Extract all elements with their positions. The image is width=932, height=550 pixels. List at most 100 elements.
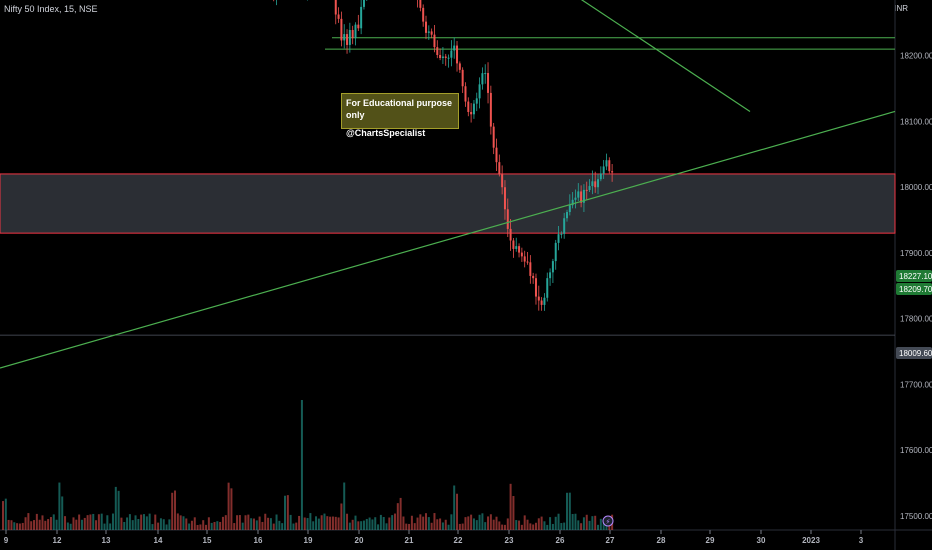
candle-body [503, 187, 506, 210]
volume-bar [221, 516, 224, 530]
volume-bar [402, 516, 405, 530]
candle-body [498, 162, 501, 175]
volume-bar [470, 514, 473, 530]
candle-body [602, 166, 605, 174]
volume-bar [269, 518, 272, 530]
volume-bar [216, 521, 219, 530]
candle-body [515, 246, 518, 249]
volume-bar [563, 522, 566, 530]
candle-body [425, 21, 427, 33]
volume-bar [272, 523, 275, 530]
candle-body [439, 54, 442, 59]
candles [273, 0, 614, 311]
volume-bar [264, 513, 267, 530]
volume-bar [526, 519, 529, 530]
volume-bar [171, 492, 174, 530]
volume-bar [354, 515, 357, 530]
volume-bar [106, 515, 109, 530]
volume-bar [489, 514, 492, 530]
volume-bar [275, 514, 278, 530]
candle-body [348, 30, 351, 45]
y-tick-label: 17800.00 [900, 315, 932, 324]
candle-body [441, 56, 444, 59]
volume-bar [4, 498, 7, 530]
price-tag: 18209.70 [896, 283, 932, 295]
volume-bar [55, 519, 58, 530]
y-tick-label: 18200.00 [900, 52, 932, 61]
candle-body [509, 228, 512, 241]
candle-body [433, 34, 436, 48]
volume-bar [312, 521, 315, 530]
candle-body [574, 197, 577, 200]
x-tick-label: 3 [859, 536, 864, 545]
candle-body [360, 6, 363, 29]
volume-bar [326, 516, 329, 530]
volume-bar [238, 515, 241, 530]
x-tick-label: 20 [355, 536, 364, 545]
volume-bar [213, 522, 216, 530]
volume-bar [230, 488, 233, 530]
volume-bar [196, 524, 199, 530]
candle-body [512, 240, 515, 249]
volume-bar [566, 492, 568, 530]
candle-body [566, 212, 568, 219]
volume-bar [284, 495, 286, 530]
volume-bar [422, 516, 425, 530]
candle-body [472, 103, 475, 115]
candle-body [597, 179, 600, 188]
volume-bar [472, 518, 475, 530]
volume-bar [377, 524, 380, 530]
candle-body [450, 50, 453, 58]
candle-body [458, 63, 461, 70]
volume-bar [362, 520, 365, 530]
x-tick-label: 30 [757, 536, 766, 545]
candle-body [444, 56, 447, 58]
volume-bar [174, 490, 177, 530]
volume-bar [534, 522, 537, 530]
volume-bar [582, 517, 585, 530]
volume-bar [591, 516, 594, 530]
volume-bar [165, 524, 168, 530]
volume-bar [413, 523, 416, 530]
volume-bar [219, 521, 222, 530]
volume-bar [585, 514, 588, 530]
volume-bar [157, 522, 160, 530]
volume-bar [357, 521, 360, 530]
volume-bar [100, 513, 103, 530]
x-tick-label: 19 [304, 536, 313, 545]
volume-bar [202, 520, 205, 530]
candle-body [532, 275, 535, 279]
volume-bar [532, 524, 535, 530]
candle-body [419, 0, 422, 8]
volume-bar [484, 522, 487, 530]
candle-body [529, 262, 532, 276]
volume-bar [495, 516, 498, 530]
volume-bar [351, 519, 354, 530]
volume-bar [298, 515, 301, 530]
candle-body [563, 218, 566, 234]
volume-bar [374, 517, 377, 530]
candle-body [588, 186, 591, 191]
volume-bar [309, 513, 312, 530]
volume-bar [405, 523, 408, 530]
volume-bar [78, 514, 81, 530]
candle-body [501, 174, 504, 188]
volume-bar [315, 516, 318, 530]
volume-bar [425, 513, 427, 530]
candle-body [534, 278, 537, 297]
volume-bar [577, 520, 580, 530]
candle-body [543, 297, 546, 305]
volume-bar [137, 518, 140, 530]
volume-bar [303, 517, 306, 530]
volume-bar [154, 514, 157, 530]
volume-bar [27, 513, 30, 530]
event-marker-icon [602, 515, 614, 527]
volume-bar [123, 521, 126, 530]
volume-bar [306, 518, 309, 530]
candle-body [492, 126, 495, 148]
volume-bar [416, 517, 419, 530]
volume-bar [199, 524, 202, 530]
candle-body [467, 101, 470, 112]
x-tick-label: 2023 [802, 536, 820, 545]
